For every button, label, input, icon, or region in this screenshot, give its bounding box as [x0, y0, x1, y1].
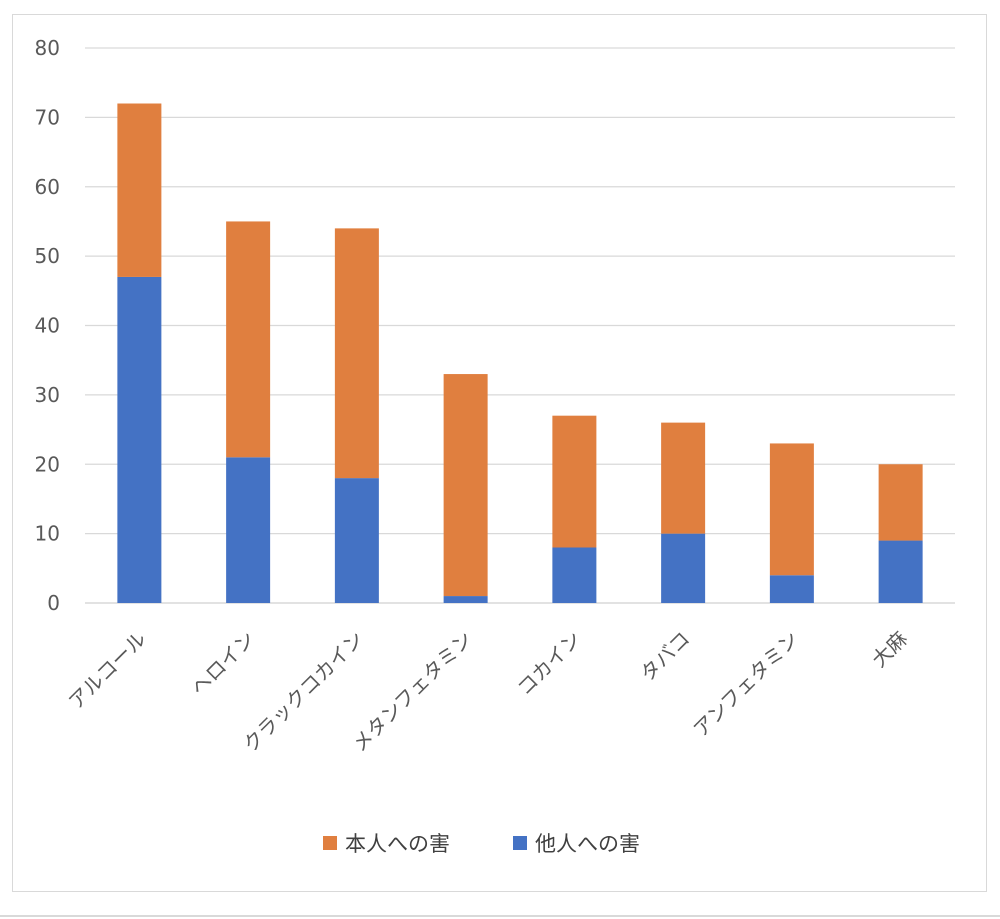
category-label: コカイン [512, 627, 586, 701]
bar-self-7 [878, 464, 923, 541]
category-label: 大麻 [867, 627, 912, 672]
category-label: ヘロイン [186, 627, 260, 701]
y-tick-label: 80 [35, 36, 60, 60]
category-label: メタンフェタミン [347, 627, 477, 757]
y-tick-label: 50 [35, 244, 60, 268]
category-label: タバコ [635, 627, 694, 686]
bar-self-3 [443, 374, 488, 597]
bar-others-4 [552, 547, 597, 603]
bar-others-7 [878, 540, 923, 603]
gridlines [85, 47, 955, 604]
legend-swatch [323, 836, 337, 850]
category-label: アンフェタミン [688, 627, 803, 742]
y-tick-label: 30 [35, 383, 60, 407]
legend: 本人への害 他人への害 [323, 832, 640, 856]
bar-self-5 [661, 422, 706, 534]
bar-self-0 [117, 103, 162, 277]
y-tick-label: 0 [47, 591, 60, 615]
legend-swatch [513, 836, 527, 850]
y-tick-label: 10 [35, 522, 60, 546]
bar-others-3 [443, 596, 488, 603]
x-axis-category-labels: アルコール ヘロインクラックコカインメタンフェタミン コカイン タバコアンフェタミン大… [64, 627, 913, 757]
y-tick-label: 20 [35, 452, 60, 476]
bar-others-1 [226, 457, 271, 603]
category-label: アルコール [64, 627, 151, 714]
chart-frame [12, 14, 987, 892]
legend-label: 他人への害 [535, 832, 640, 856]
bars [117, 103, 923, 603]
bar-others-5 [661, 533, 706, 603]
y-tick-label: 70 [35, 105, 60, 129]
bar-self-2 [334, 228, 379, 479]
y-tick-label: 60 [35, 175, 60, 199]
bottom-divider [0, 915, 1000, 917]
y-axis-tick-labels: 0 10 20 30 40 50 60 70 80 [35, 36, 60, 615]
y-tick-label: 40 [35, 314, 60, 338]
legend-label: 本人への害 [345, 832, 450, 856]
bar-self-1 [226, 221, 271, 458]
bar-others-6 [769, 575, 814, 603]
bar-self-6 [769, 443, 814, 576]
bar-others-0 [117, 276, 162, 603]
bar-self-4 [552, 415, 597, 548]
bar-others-2 [334, 478, 379, 603]
